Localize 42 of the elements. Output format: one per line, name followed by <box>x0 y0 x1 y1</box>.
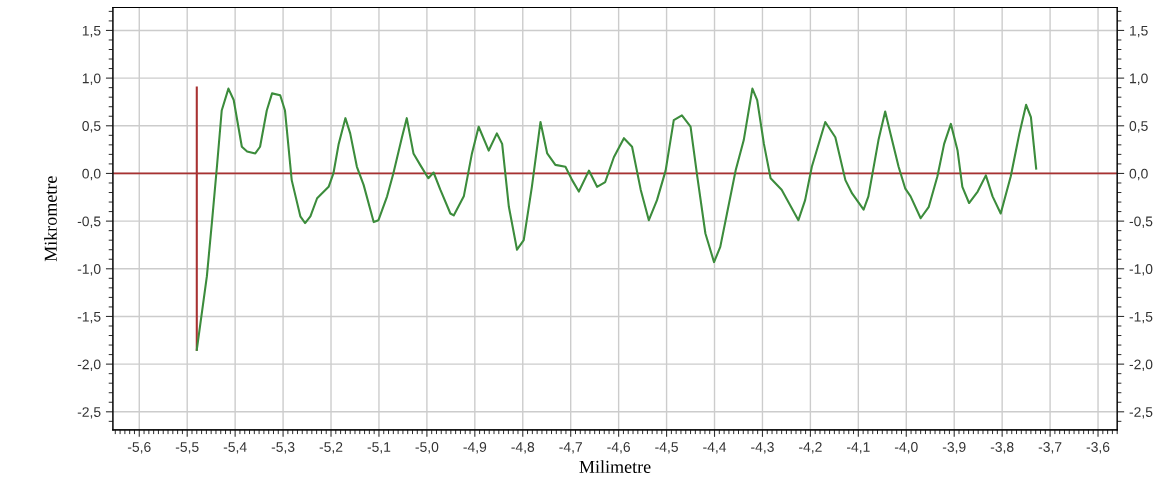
x-tick-label: -4,7 <box>559 442 582 454</box>
x-tick-label: -4,0 <box>894 442 918 454</box>
x-tick-label: -4,3 <box>751 442 774 454</box>
x-tick-label: -3,9 <box>942 442 966 454</box>
x-tick-label: -4,1 <box>846 442 870 454</box>
x-tick-label: -3,7 <box>1038 442 1062 454</box>
y-tick-label: 0,5 <box>82 121 101 133</box>
x-tick-label: -3,6 <box>1086 442 1110 454</box>
x-tick-label: -4,2 <box>799 442 822 454</box>
y2-tick-label: -1,0 <box>1129 264 1153 276</box>
y2-tick-label: -2,5 <box>1129 407 1153 419</box>
y2-tick-label: 1,5 <box>1130 25 1148 38</box>
x-tick-label: -5,1 <box>367 442 391 454</box>
y-tick-label: -0,5 <box>77 216 101 228</box>
x-tick-label: -4,8 <box>511 442 535 454</box>
x-tick-label: -5,3 <box>271 442 295 454</box>
x-tick-label: -5,4 <box>223 442 247 454</box>
x-tick-label: -4,9 <box>463 442 487 454</box>
y-tick-label: 1,5 <box>82 25 101 38</box>
y2-tick-label: 1,0 <box>1130 73 1148 85</box>
x-tick-label: -5,0 <box>415 442 439 454</box>
y2-tick-label: -0,5 <box>1129 216 1153 228</box>
y-tick-label: -1,5 <box>77 311 101 324</box>
x-tick-label: -4,4 <box>703 442 727 454</box>
y2-tick-label: -1,5 <box>1129 311 1153 324</box>
x-tick-label: -5,6 <box>127 442 151 454</box>
x-tick-label: -4,5 <box>655 442 678 454</box>
line-series <box>195 87 1038 351</box>
y-tick-label: 1,0 <box>82 73 101 85</box>
y2-tick-label: 0,0 <box>1129 168 1148 181</box>
x-axis-title: Milimetre <box>579 460 651 473</box>
x-tick-label: -3,8 <box>990 442 1014 454</box>
x-tick-label: -5,2 <box>319 442 343 454</box>
x-tick-label: -4,6 <box>607 442 630 454</box>
y-axis-title: Mikrometre <box>44 176 57 262</box>
y-tick-label: -2,0 <box>77 359 101 371</box>
y-tick-label: 0,0 <box>82 168 101 181</box>
y-tick-label: -2,5 <box>77 407 101 419</box>
y-tick-label: -1,0 <box>77 264 101 276</box>
x-tick-label: -5,5 <box>175 442 199 454</box>
y2-tick-label: -2,0 <box>1129 359 1153 371</box>
y2-tick-label: 0,5 <box>1129 121 1148 133</box>
